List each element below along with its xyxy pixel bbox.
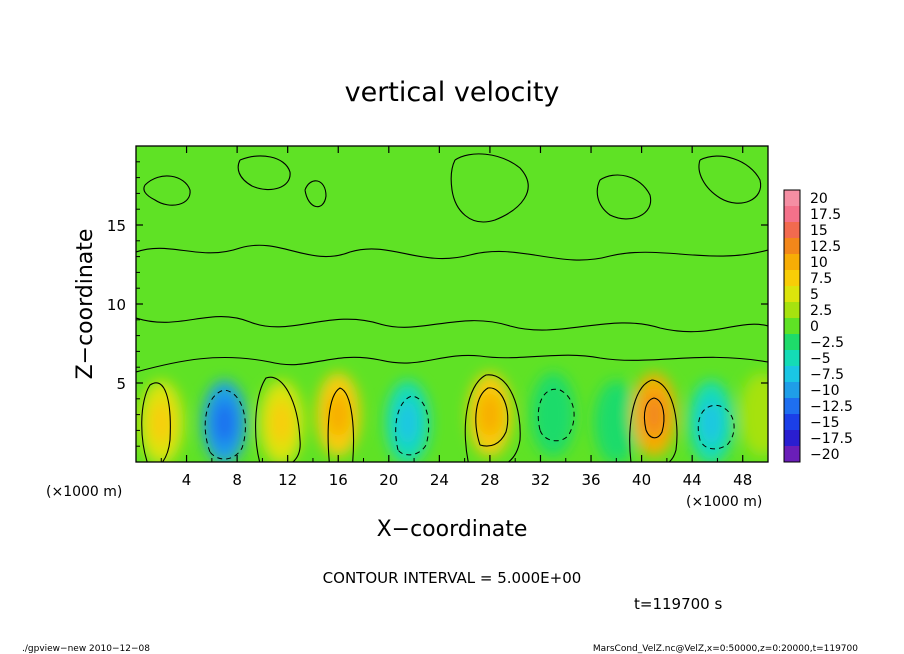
contour-line (136, 244, 768, 261)
colorbar-label: 17.5 (810, 207, 841, 223)
contour-line (629, 379, 678, 462)
heatmap-cell-core (643, 392, 666, 437)
contour-line (143, 175, 191, 206)
x-tick-label: 24 (430, 471, 449, 489)
colorbar-label: −7.5 (810, 367, 844, 383)
contour-line (464, 374, 521, 462)
y-tick-label: 5 (116, 375, 126, 393)
contour-line (697, 404, 735, 450)
colorbar-segment (784, 398, 800, 415)
colorbar-label: −12.5 (810, 399, 853, 415)
colorbar-segment (784, 222, 800, 239)
colorbar-label: −5 (810, 351, 831, 367)
colorbar-segment (784, 206, 800, 223)
heatmap-cell-core (750, 392, 768, 437)
colorbar-segment (784, 238, 800, 255)
heatmap-cell-core (396, 400, 419, 445)
colorbar-label: −2.5 (810, 335, 844, 351)
x-tick-label: 16 (329, 471, 348, 489)
x-tick-label: 40 (632, 471, 651, 489)
contour-line (141, 382, 171, 462)
contour-line (136, 316, 768, 333)
colorbar-segment (784, 270, 800, 287)
y-axis-label: Z−coordinate (73, 229, 98, 380)
x-unit-left: (×1000 m) (46, 484, 122, 500)
x-tick-label: 12 (278, 471, 297, 489)
colorbar-label: −20 (810, 447, 840, 463)
contour-line (304, 180, 327, 208)
contour-line (255, 376, 301, 462)
colorbar-label: 2.5 (810, 303, 832, 319)
colorbar-segment (784, 366, 800, 383)
heatmap-cell-core (700, 400, 723, 445)
colorbar-segment (784, 190, 800, 207)
x-unit-right: (×1000 m) (686, 494, 762, 510)
heatmap-cell-core (327, 392, 350, 437)
x-tick-label: 48 (733, 471, 752, 489)
colorbar-segment (784, 318, 800, 335)
x-tick-label: 4 (182, 471, 192, 489)
y-tick-label: 10 (107, 296, 126, 314)
colorbar-label: −15 (810, 415, 840, 431)
x-tick-label: 32 (531, 471, 550, 489)
time-label: t=119700 s (634, 595, 722, 613)
footer-left: ./gpview−new 2010−12−08 (22, 644, 150, 654)
contour-interval: CONTOUR INTERVAL = 5.000E+00 (323, 569, 582, 587)
colorbar-segment (784, 430, 800, 447)
contour-line (537, 388, 575, 442)
contour-line (450, 153, 529, 223)
heatmap-cell-core (213, 400, 236, 445)
x-tick-label: 28 (480, 471, 499, 489)
x-tick-label: 44 (683, 471, 702, 489)
colorbar-label: 5 (810, 287, 819, 303)
heatmap-cell-core (542, 392, 565, 437)
colorbar-label: 15 (810, 223, 828, 239)
x-tick-label: 20 (379, 471, 398, 489)
colorbar-label: −17.5 (810, 431, 853, 447)
heatmap-cell-core (270, 400, 293, 445)
colorbar-segment (784, 254, 800, 271)
colorbar-label: −10 (810, 383, 840, 399)
colorbar-label: 7.5 (810, 271, 832, 287)
colorbar-segment (784, 382, 800, 399)
colorbar-segment (784, 286, 800, 303)
colorbar-segment (784, 414, 800, 431)
contour-line (327, 387, 354, 462)
contour-line (698, 155, 762, 204)
colorbar-label: 20 (810, 191, 828, 207)
y-tick-label: 15 (107, 217, 126, 235)
colorbar-label: 10 (810, 255, 828, 271)
contour-line (395, 395, 430, 456)
contour-line (596, 174, 652, 220)
contour-line (136, 354, 768, 373)
heatmap-cell-core (150, 400, 173, 445)
x-tick-label: 8 (232, 471, 242, 489)
colorbar-label: 12.5 (810, 239, 841, 255)
heatmap-cell-core (605, 400, 628, 445)
contour-line (643, 397, 665, 439)
colorbar-segment (784, 334, 800, 351)
footer-right: MarsCond_VelZ.nc@VelZ,x=0:50000,z=0:2000… (593, 644, 858, 654)
colorbar: 2017.51512.5107.552.50−2.5−5−7.5−10−12.5… (783, 189, 853, 463)
colorbar-label: 0 (810, 319, 819, 335)
colorbar-segment (784, 446, 800, 463)
colorbar-frame (783, 189, 801, 463)
contour-line (204, 389, 246, 460)
colorbar-segment (784, 350, 800, 367)
heatmap-cell-core (478, 392, 501, 437)
contour-line (475, 387, 509, 447)
contour-line (237, 155, 291, 190)
chart-title: vertical velocity (345, 77, 560, 108)
x-axis-label: X−coordinate (377, 517, 528, 542)
x-tick-label: 36 (581, 471, 600, 489)
colorbar-segment (784, 302, 800, 319)
